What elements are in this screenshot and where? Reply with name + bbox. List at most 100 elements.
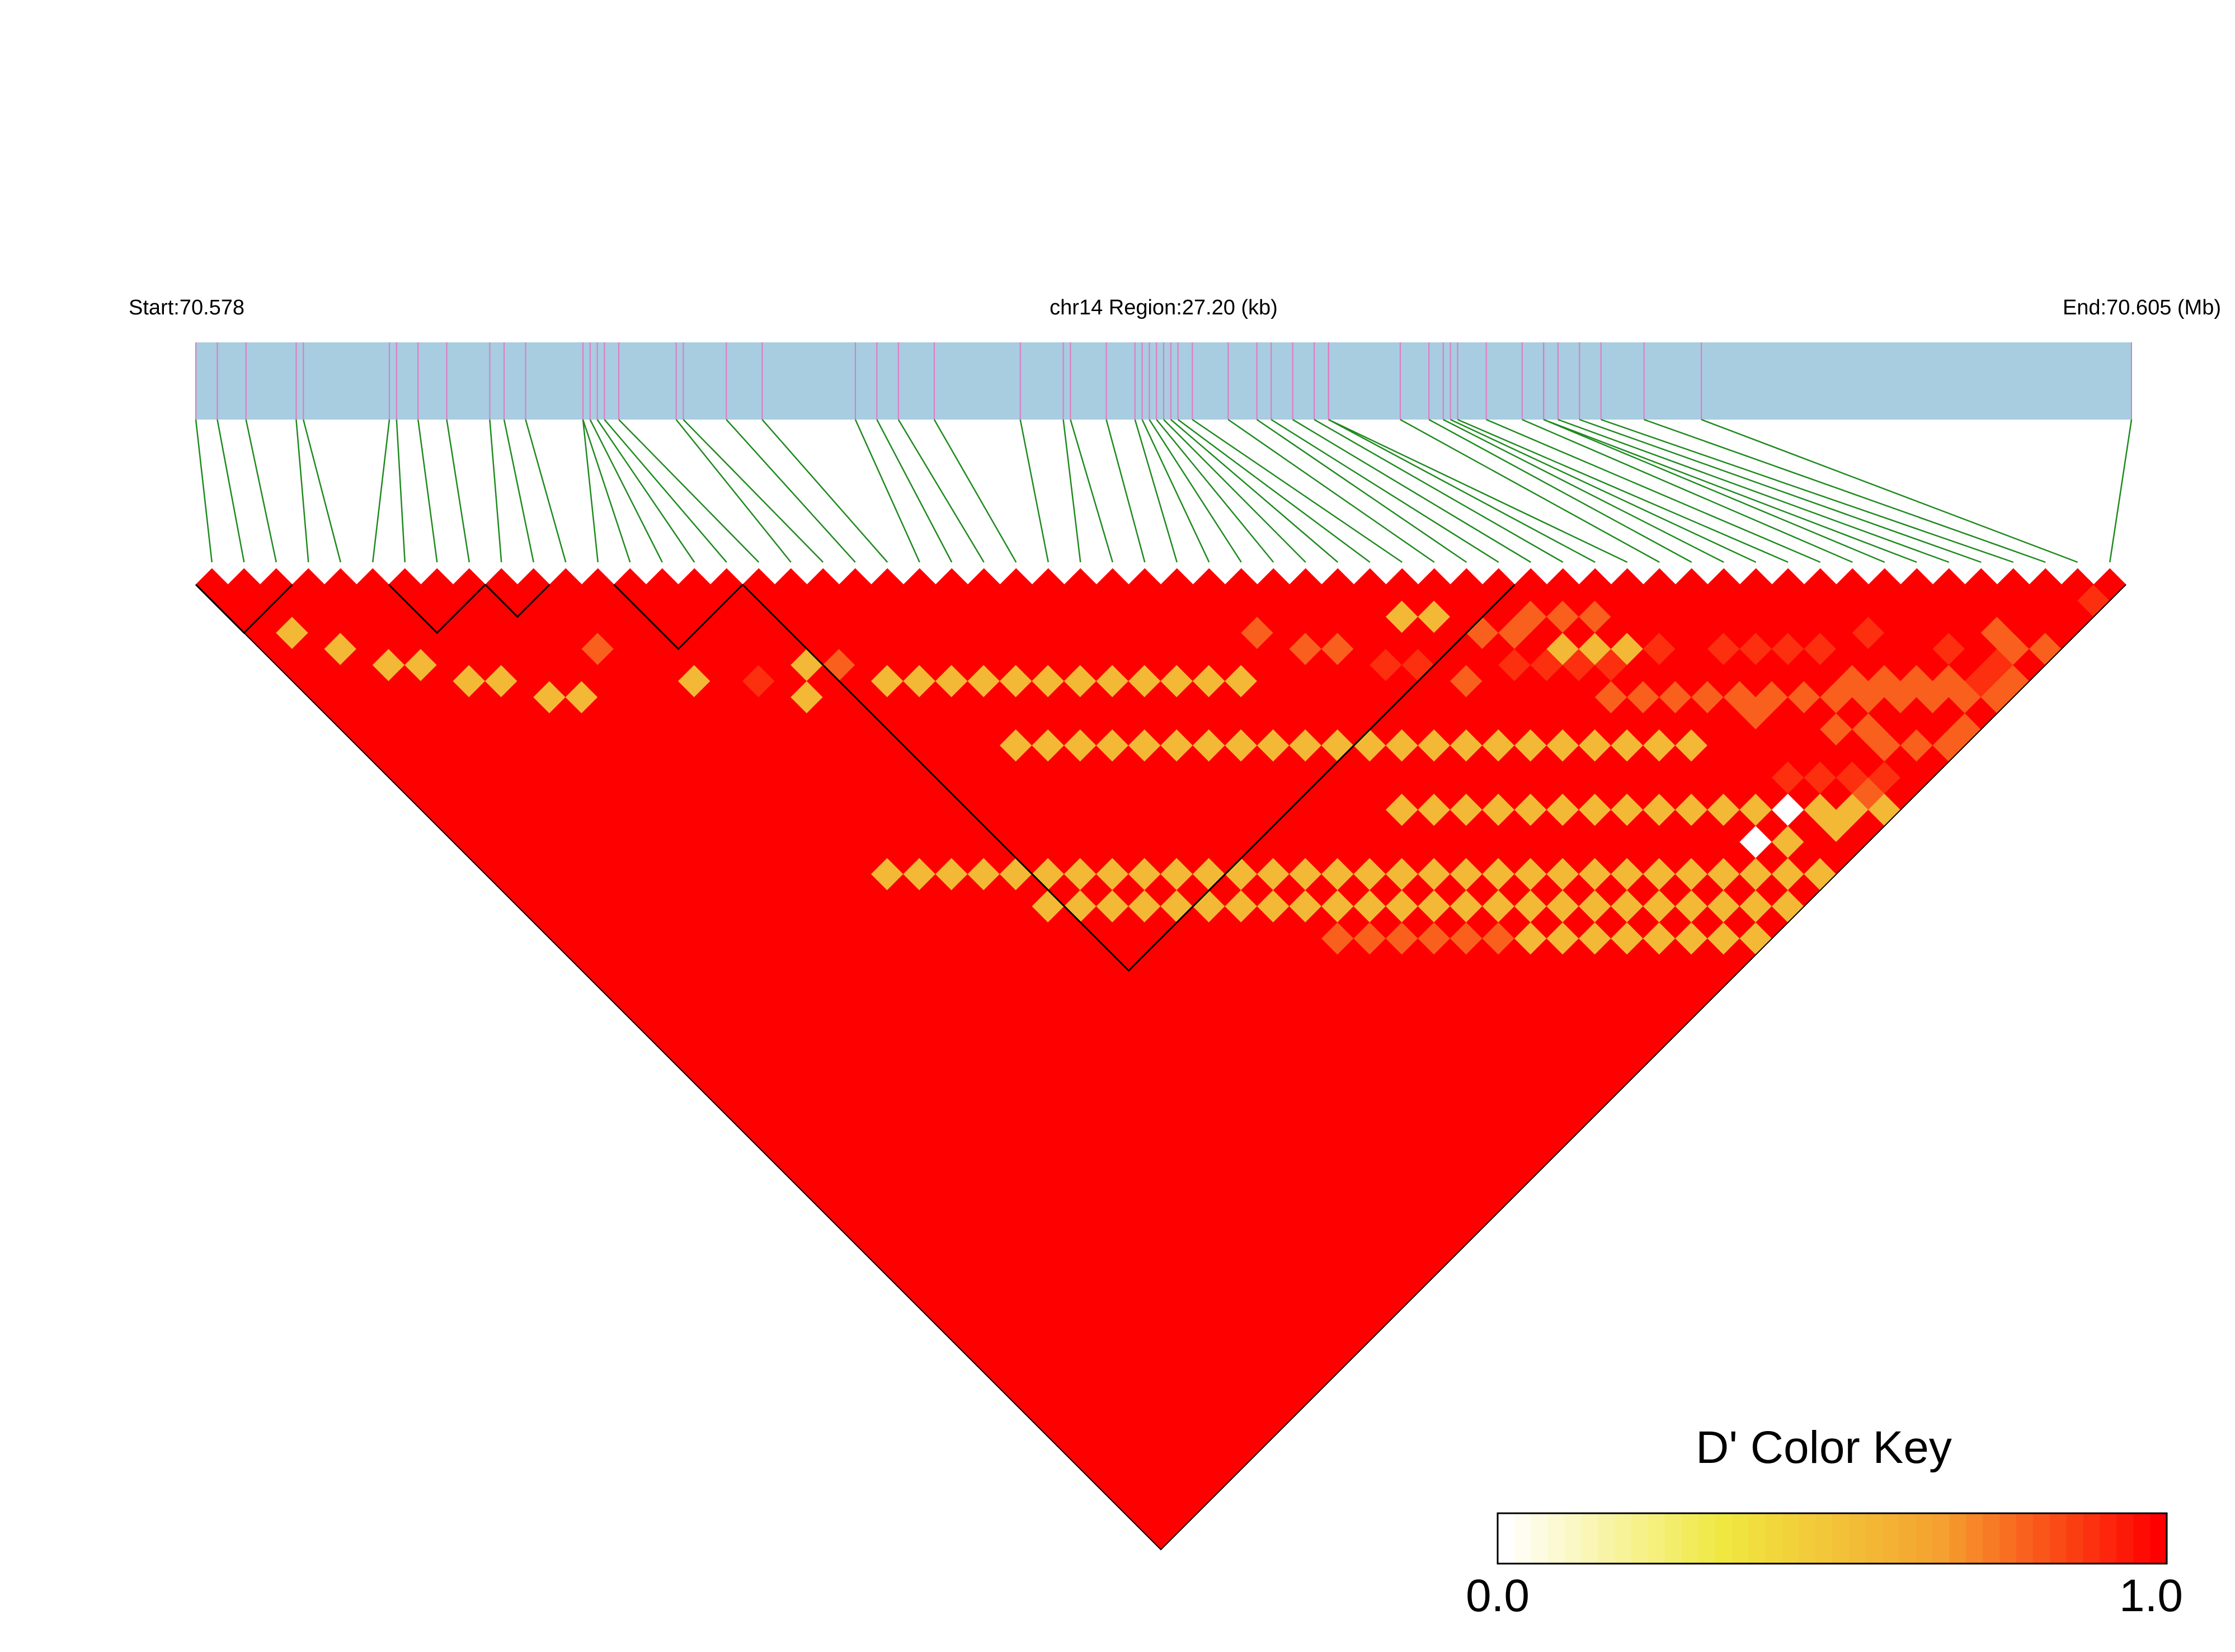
ld-cell	[1192, 889, 1226, 923]
ld-cell	[1611, 568, 1644, 601]
ld-cell	[533, 777, 566, 811]
ld-cell	[1370, 809, 1403, 843]
ld-cell	[1305, 1099, 1338, 1132]
ld-cell	[1096, 825, 1130, 859]
ld-cell	[356, 696, 389, 730]
ld-cell	[1964, 665, 1998, 698]
ld-cell	[935, 1244, 968, 1277]
ld-cell	[1980, 648, 2014, 682]
ld-cell	[1370, 841, 1403, 875]
ld-cell	[710, 568, 744, 601]
ld-cell	[1627, 1002, 1660, 1036]
ld-cell	[613, 568, 647, 601]
ld-cell	[1160, 568, 1194, 601]
ld-cell	[903, 1276, 937, 1309]
ld-cell	[999, 1340, 1033, 1373]
ld-cell	[388, 761, 422, 794]
ld-cell	[1225, 954, 1258, 987]
ld-cell	[1144, 680, 1178, 714]
ld-cell	[1208, 584, 1242, 618]
ld-cell	[1546, 889, 1580, 923]
ld-cell	[372, 680, 406, 714]
ld-cell	[1225, 696, 1258, 730]
ld-cell	[694, 970, 727, 1004]
ld-cell	[1530, 1034, 1564, 1068]
ld-cell	[1048, 1227, 1081, 1261]
ld-cell	[999, 632, 1033, 666]
ld-cell	[1015, 970, 1049, 1004]
ld-cell	[999, 986, 1033, 1019]
snp-connector	[618, 419, 760, 563]
ld-cell	[1337, 1099, 1371, 1132]
ld-cell	[694, 680, 727, 714]
ld-cell	[1048, 680, 1081, 714]
ld-cell	[855, 841, 888, 875]
ld-cell	[581, 632, 615, 666]
ld-cell	[935, 825, 968, 859]
ld-cell	[1482, 986, 1516, 1019]
ld-cell	[1563, 1066, 1596, 1100]
ld-cell	[1739, 889, 1773, 923]
ld-cell	[646, 793, 679, 826]
ld-cell	[1208, 841, 1242, 875]
ld-cell	[999, 696, 1033, 730]
ld-cell	[324, 696, 357, 730]
ld-cell	[1418, 568, 1451, 601]
ld-cell	[1450, 1051, 1483, 1084]
ld-cell	[1096, 1051, 1130, 1084]
ld-cell	[967, 665, 1001, 698]
ld-cell	[1530, 1002, 1564, 1036]
ld-cell	[984, 1195, 1017, 1229]
ld-cell	[1208, 906, 1242, 939]
ld-cell	[1643, 922, 1676, 955]
ld-cell	[1128, 922, 1161, 955]
ld-cell	[871, 1179, 904, 1212]
ld-cell	[565, 809, 599, 843]
ld-cell	[1192, 761, 1226, 794]
snp-connector	[761, 419, 888, 563]
ld-cell	[1192, 696, 1226, 730]
ld-cell	[1321, 600, 1354, 633]
ld-cell	[774, 986, 808, 1019]
ld-cell	[1048, 1163, 1081, 1197]
ld-cell	[1032, 1018, 1065, 1052]
ld-cell	[1337, 680, 1371, 714]
ld-cell	[646, 954, 679, 987]
ld-cell	[1177, 745, 1210, 778]
ld-cell	[1739, 665, 1773, 698]
color-key-segment	[1782, 1513, 1800, 1564]
ld-cell	[1064, 1340, 1097, 1373]
ld-cell	[1401, 680, 1435, 714]
ld-cell	[1048, 1292, 1081, 1325]
snp-connector	[589, 419, 663, 563]
snp-connector	[675, 419, 792, 563]
ld-cell	[839, 1211, 872, 1245]
color-key-segment	[1848, 1513, 1866, 1564]
ld-cell	[1578, 1082, 1612, 1116]
ld-cell	[453, 665, 486, 698]
ld-cell	[1482, 825, 1516, 859]
ld-cell	[1820, 648, 1853, 682]
ld-cell	[1466, 745, 1499, 778]
ld-cell	[1096, 986, 1130, 1019]
ld-cell	[806, 568, 840, 601]
ld-cell	[999, 665, 1033, 698]
ld-cell	[597, 745, 630, 778]
ld-cell	[1675, 825, 1709, 859]
ld-cell	[533, 648, 566, 682]
ld-cell	[1498, 713, 1531, 746]
ld-cell	[726, 648, 759, 682]
ld-cell	[774, 1018, 808, 1052]
ld-cell	[1048, 745, 1081, 778]
ld-cell	[517, 761, 550, 794]
ld-cell	[1370, 713, 1403, 746]
ld-cell	[839, 1179, 872, 1212]
ld-cell	[1482, 632, 1516, 666]
ld-cell	[984, 938, 1017, 971]
ld-cell	[1401, 1002, 1435, 1036]
ld-cell	[984, 809, 1017, 843]
ld-cell	[549, 889, 582, 923]
ld-cell	[984, 1292, 1017, 1325]
ld-cell	[1096, 1018, 1130, 1052]
ld-cell	[1225, 922, 1258, 955]
